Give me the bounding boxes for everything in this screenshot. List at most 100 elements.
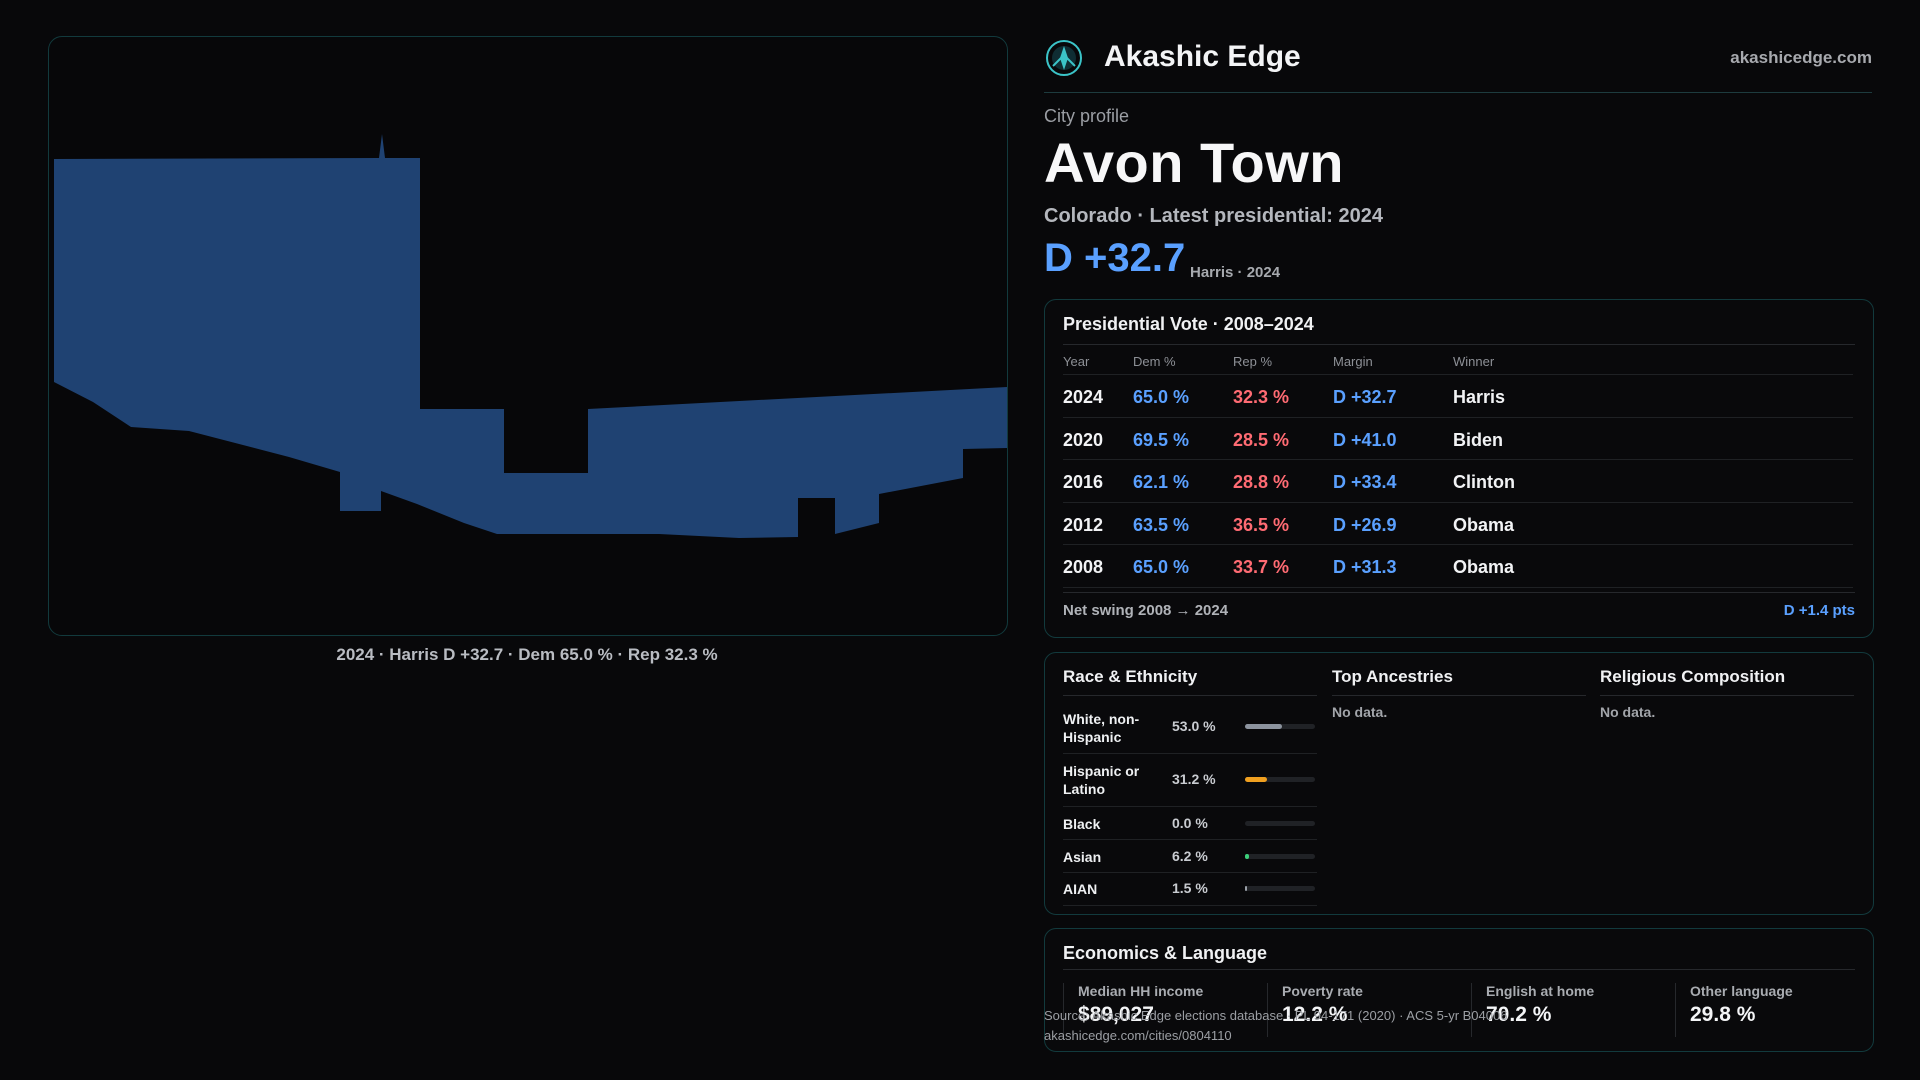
economics-card: Economics & Language Median HH income $8… bbox=[1044, 928, 1874, 1052]
margin-cell: D +32.7 bbox=[1333, 387, 1397, 407]
winner-cell: Obama bbox=[1453, 514, 1515, 535]
ancestries-section: Top Ancestries No data. bbox=[1332, 653, 1586, 914]
religion-title: Religious Composition bbox=[1600, 667, 1786, 686]
race-pct: 1.5 % bbox=[1172, 880, 1208, 896]
year-cell: 2020 bbox=[1063, 429, 1104, 450]
demographics-card: Race & Ethnicity White, non-Hispanic 53.… bbox=[1044, 652, 1874, 915]
table-row: 2012 63.5 % 36.5 % D +26.9 Obama bbox=[1063, 503, 1853, 545]
net-swing-label: Net swing 2008 → 2024 bbox=[1063, 602, 1229, 619]
year-cell: 2012 bbox=[1063, 514, 1104, 535]
source-url[interactable]: akashicedge.com/cities/0804110 bbox=[1044, 1028, 1232, 1043]
race-bar-fill bbox=[1245, 854, 1250, 859]
divider bbox=[1063, 344, 1855, 345]
rep-cell: 28.5 % bbox=[1233, 429, 1290, 450]
rep-cell: 33.7 % bbox=[1233, 557, 1290, 577]
header: Akashic Edge akashicedge.com bbox=[1044, 36, 1872, 93]
stat-median-income: Median HH income $89,027 bbox=[1063, 983, 1258, 1037]
race-bar-track bbox=[1245, 777, 1315, 782]
race-pct: 31.2 % bbox=[1172, 771, 1216, 787]
stat-label: Other language bbox=[1690, 983, 1793, 999]
race-row: Black 0.0 % bbox=[1063, 807, 1317, 840]
race-bar-fill bbox=[1245, 724, 1283, 729]
race-bar-track bbox=[1245, 854, 1315, 859]
column-header: Margin bbox=[1333, 354, 1373, 369]
vote-table: Year Dem % Rep % Margin Winner 2024 65.0… bbox=[1063, 346, 1853, 588]
stat-poverty-rate: Poverty rate 12.2 % bbox=[1267, 983, 1462, 1037]
table-row: 2024 65.0 % 32.3 % D +32.7 Harris bbox=[1063, 375, 1853, 418]
rep-cell: 28.8 % bbox=[1233, 472, 1290, 492]
margin-cell: D +31.3 bbox=[1333, 557, 1397, 577]
race-pct: 6.2 % bbox=[1172, 848, 1208, 864]
winner-cell: Obama bbox=[1453, 557, 1515, 577]
source-footnote: Source: Akashic Edge elections database … bbox=[1044, 1006, 1507, 1046]
presidential-vote-card: Presidential Vote · 2008–2024 Year Dem %… bbox=[1044, 299, 1874, 638]
divider bbox=[1600, 695, 1854, 696]
race-pct: 53.0 % bbox=[1172, 718, 1216, 734]
year-cell: 2024 bbox=[1063, 387, 1104, 407]
stat-label: Poverty rate bbox=[1282, 983, 1363, 999]
race-list: White, non-Hispanic 53.0 % Hispanic or L… bbox=[1063, 705, 1317, 906]
source-line: Source: Akashic Edge elections database … bbox=[1044, 1008, 1508, 1023]
rep-cell: 32.3 % bbox=[1233, 387, 1290, 407]
race-bar-fill bbox=[1245, 777, 1267, 782]
stat-value: $89,027 bbox=[1078, 1003, 1154, 1026]
dem-cell: 65.0 % bbox=[1133, 387, 1190, 407]
race-bar-track bbox=[1245, 821, 1315, 826]
stat-english-at-home: English at home 70.2 % bbox=[1471, 983, 1666, 1037]
race-title: Race & Ethnicity bbox=[1063, 667, 1198, 686]
table-header-row: Year Dem % Rep % Margin Winner bbox=[1063, 346, 1853, 375]
religion-empty: No data. bbox=[1600, 704, 1656, 720]
race-label: White, non-Hispanic bbox=[1063, 711, 1140, 745]
year-cell: 2016 bbox=[1063, 472, 1104, 492]
stat-value: 70.2 % bbox=[1486, 1003, 1552, 1026]
divider bbox=[1063, 592, 1855, 593]
table-row: 2016 62.1 % 28.8 % D +33.4 Clinton bbox=[1063, 460, 1853, 503]
column-header: Winner bbox=[1453, 354, 1495, 369]
race-bar-fill bbox=[1245, 886, 1247, 891]
economics-title: Economics & Language bbox=[1063, 943, 1268, 963]
race-label: AIAN bbox=[1063, 881, 1098, 897]
winner-cell: Biden bbox=[1453, 429, 1504, 450]
city-boundary-shape bbox=[54, 134, 1007, 538]
race-label: Hispanic or Latino bbox=[1063, 763, 1140, 797]
rep-cell: 36.5 % bbox=[1233, 514, 1290, 535]
column-header: Dem % bbox=[1133, 354, 1176, 369]
race-bar-track bbox=[1245, 724, 1315, 729]
race-row: Asian 6.2 % bbox=[1063, 840, 1317, 873]
brand-name[interactable]: Akashic Edge bbox=[1104, 40, 1301, 73]
race-ethnicity-section: Race & Ethnicity White, non-Hispanic 53.… bbox=[1063, 653, 1317, 914]
stat-label: English at home bbox=[1486, 983, 1595, 999]
stat-other-language: Other language 29.8 % bbox=[1675, 983, 1860, 1037]
race-label: Asian bbox=[1063, 849, 1102, 865]
dem-cell: 63.5 % bbox=[1133, 514, 1190, 535]
winner-cell: Harris bbox=[1453, 387, 1506, 407]
compass-rose-icon[interactable] bbox=[1044, 38, 1084, 78]
margin-cell: D +26.9 bbox=[1333, 514, 1397, 535]
race-label: Black bbox=[1063, 816, 1101, 832]
city-map[interactable] bbox=[48, 36, 1008, 636]
page-subtitle: Colorado · Latest presidential: 2024 bbox=[1044, 205, 1383, 227]
site-link[interactable]: akashicedge.com bbox=[1730, 48, 1872, 67]
latest-margin-note: Harris · 2024 bbox=[1190, 264, 1281, 281]
winner-cell: Clinton bbox=[1453, 472, 1515, 492]
dem-cell: 69.5 % bbox=[1133, 429, 1190, 450]
stat-value: 12.2 % bbox=[1282, 1003, 1348, 1026]
race-row: Hispanic or Latino 31.2 % bbox=[1063, 754, 1317, 807]
vote-card-title: Presidential Vote · 2008–2024 bbox=[1063, 314, 1314, 334]
table-row: 2020 69.5 % 28.5 % D +41.0 Biden bbox=[1063, 418, 1853, 460]
year-cell: 2008 bbox=[1063, 557, 1104, 577]
page-kicker: City profile bbox=[1044, 106, 1130, 126]
race-row: AIAN 1.5 % bbox=[1063, 873, 1317, 906]
stat-value: 29.8 % bbox=[1690, 1003, 1756, 1026]
dem-cell: 62.1 % bbox=[1133, 472, 1190, 492]
column-header: Rep % bbox=[1233, 354, 1273, 369]
column-header: Year bbox=[1063, 354, 1090, 369]
dem-cell: 65.0 % bbox=[1133, 557, 1190, 577]
ancestries-title: Top Ancestries bbox=[1332, 667, 1453, 686]
margin-cell: D +41.0 bbox=[1333, 429, 1397, 450]
net-swing-value: D +1.4 pts bbox=[1783, 602, 1855, 619]
divider bbox=[1332, 695, 1586, 696]
ancestries-empty: No data. bbox=[1332, 704, 1388, 720]
table-row: 2008 65.0 % 33.7 % D +31.3 Obama bbox=[1063, 545, 1853, 588]
race-bar-track bbox=[1245, 886, 1315, 891]
